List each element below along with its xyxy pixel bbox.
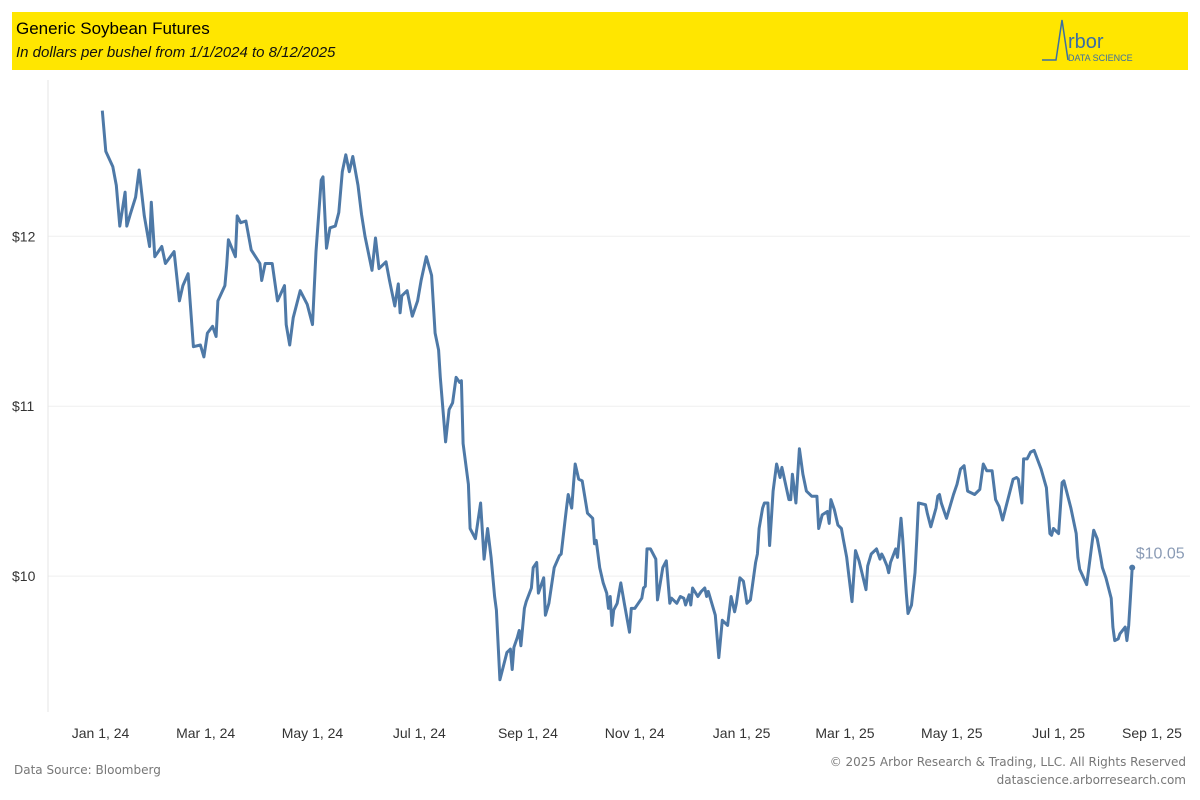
y-tick-label: $10 [12,568,36,584]
x-tick-label: Sep 1, 24 [498,725,558,741]
x-tick-label: Jan 1, 25 [713,725,771,741]
chart-subtitle: In dollars per bushel from 1/1/2024 to 8… [16,44,336,61]
x-tick-label: Jul 1, 24 [393,725,446,741]
y-tick-label: $12 [12,228,36,244]
svg-text:rbor: rbor [1068,31,1104,53]
chart-header: Generic Soybean Futures In dollars per b… [12,12,1188,70]
x-tick-label: Mar 1, 24 [176,725,235,741]
y-tick-label: $11 [12,398,35,414]
last-value-label: $10.05 [1136,546,1185,563]
x-tick-label: May 1, 24 [282,725,344,741]
x-tick-label: Jul 1, 25 [1032,725,1085,741]
x-tick-label: Mar 1, 25 [815,725,874,741]
copyright: © 2025 Arbor Research & Trading, LLC. Al… [829,755,1186,769]
data-source: Data Source: Bloomberg [14,763,161,777]
footer-credits: © 2025 Arbor Research & Trading, LLC. Al… [830,753,1186,789]
x-tick-label: Jan 1, 24 [72,725,130,741]
website-link[interactable]: datascience.arborresearch.com [996,773,1186,787]
series-line [100,110,1134,682]
arbor-logo: rbor DATA SCIENCE [1042,19,1133,63]
svg-text:DATA SCIENCE: DATA SCIENCE [1068,53,1133,63]
last-point-marker [1129,564,1136,571]
x-tick-label: Sep 1, 25 [1122,725,1182,741]
x-tick-label: Nov 1, 24 [605,725,665,741]
x-tick-label: May 1, 25 [921,725,983,741]
chart-title: Generic Soybean Futures [16,19,210,38]
